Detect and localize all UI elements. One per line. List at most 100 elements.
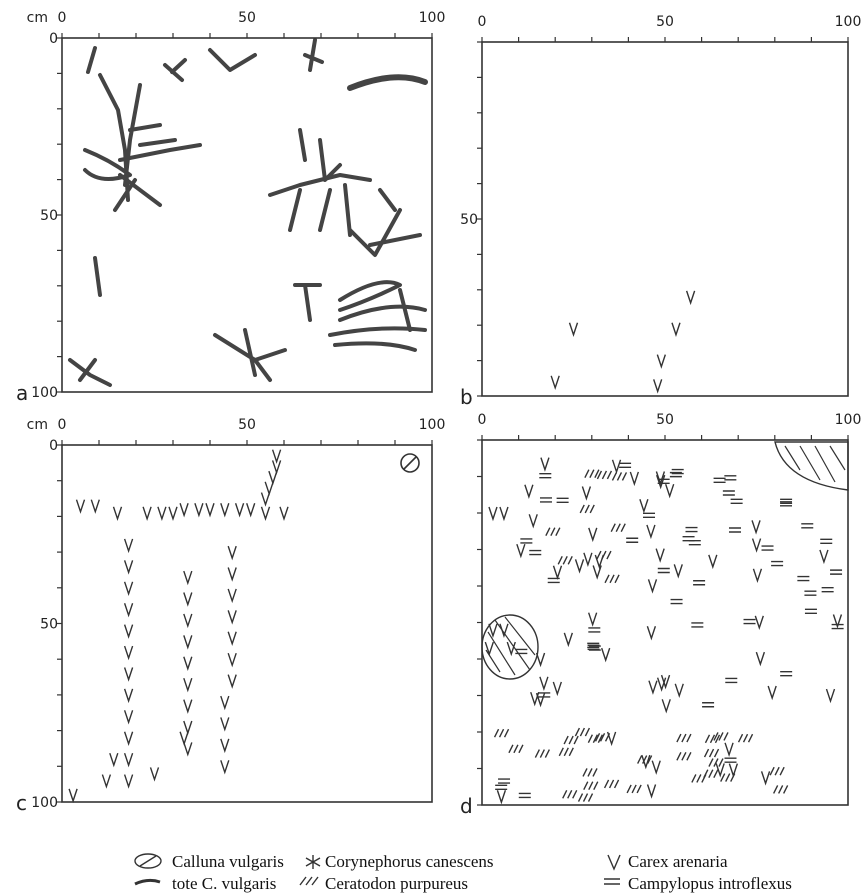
carex-symbol <box>123 624 134 639</box>
carex-symbol <box>268 470 278 486</box>
y-tick-label: 100 <box>31 795 58 811</box>
campylopus-symbol <box>587 642 600 649</box>
carex-symbol <box>665 483 675 499</box>
ceratodon-symbol <box>704 734 721 744</box>
campylopus-symbol <box>725 677 738 684</box>
carex-symbol <box>760 771 771 786</box>
panel-label: d <box>460 794 473 818</box>
campylopus-symbol <box>804 608 817 615</box>
carex-symbol <box>754 615 764 631</box>
carex-symbol <box>535 692 546 708</box>
ceratodon-symbol <box>610 523 626 532</box>
carex-symbol <box>655 548 665 563</box>
campylopus-symbol <box>693 580 706 586</box>
carex-symbol <box>587 612 598 627</box>
carex-symbol <box>123 538 134 554</box>
carex-symbol <box>183 699 193 714</box>
y-tick-label: 50 <box>40 617 58 633</box>
carex-symbol <box>611 459 622 475</box>
carex-symbol <box>653 379 663 394</box>
ceratodon-symbol <box>773 785 789 794</box>
carex-symbol <box>656 354 667 369</box>
campylopus-symbol <box>713 477 726 484</box>
carex-symbol <box>594 554 604 570</box>
carex-symbol <box>581 486 592 501</box>
carex-symbol <box>506 641 516 657</box>
carex-symbol <box>68 788 78 804</box>
x-tick-label: 0 <box>478 14 487 30</box>
carex-symbol <box>648 680 658 695</box>
carex-symbol <box>183 635 193 650</box>
carex-symbol <box>227 567 237 582</box>
y-tick-label: 0 <box>49 438 58 454</box>
carex-symbol <box>260 492 271 507</box>
ceratodon-symbol <box>713 732 729 741</box>
carex-symbol <box>535 652 546 668</box>
carex-symbol <box>819 549 829 565</box>
carex-symbol <box>90 499 100 514</box>
ceratodon-symbol <box>676 733 692 743</box>
campylopus-symbol <box>691 622 704 628</box>
carex-symbol <box>656 474 666 490</box>
carex-symbol <box>220 717 230 732</box>
carex-symbol <box>728 763 739 778</box>
carex-symbol <box>220 760 230 775</box>
carex-symbol <box>646 524 656 540</box>
campylopus-symbol <box>518 792 531 799</box>
campylopus-symbol <box>657 567 670 574</box>
carex-symbol <box>194 503 204 518</box>
carex-symbol <box>123 774 134 789</box>
carex-symbol <box>646 626 657 641</box>
carex-symbol <box>661 699 671 714</box>
carex-symbol <box>524 484 534 499</box>
y-tick-label: 0 <box>49 31 58 47</box>
ceratodon-symbol <box>577 793 594 802</box>
carex-symbol <box>123 688 134 704</box>
legend-label: Calluna vulgaris <box>172 852 284 871</box>
carex-symbol <box>516 543 526 559</box>
ceratodon-symbol <box>691 774 707 783</box>
carex-symbol <box>540 457 550 472</box>
ceratodon-symbol <box>563 735 579 745</box>
ceratodon-symbol <box>534 749 550 758</box>
carex-symbol <box>123 581 134 597</box>
carex-symbol <box>656 677 667 692</box>
carex-symbol <box>123 752 134 768</box>
campylopus-symbol <box>547 577 560 584</box>
carex-symbol <box>220 695 230 711</box>
legend-label: Campylopus introflexus <box>628 874 792 893</box>
x-tick-label: 100 <box>419 10 446 26</box>
legend-label: Ceratodon purpureus <box>325 874 468 893</box>
campylopus-symbol <box>820 538 833 544</box>
carex-symbol <box>75 499 86 514</box>
carex-symbol <box>641 754 651 770</box>
carex-symbol <box>583 552 593 568</box>
carex-symbol <box>234 503 245 518</box>
carex-symbol <box>671 322 681 337</box>
carex-symbol <box>123 645 134 661</box>
campylopus-symbol <box>702 702 715 708</box>
carex-symbol <box>496 790 507 805</box>
ceratodon-symbol <box>574 727 591 737</box>
ceratodon-symbol <box>562 790 578 799</box>
campylopus-symbol <box>730 498 743 505</box>
carex-symbol <box>227 610 237 625</box>
ceratodon-symbol <box>583 781 599 790</box>
unit-label: cm <box>27 417 48 433</box>
carex-symbol <box>142 506 152 522</box>
carex-symbol <box>183 570 193 586</box>
ceratodon-symbol <box>769 766 785 776</box>
carex-symbol <box>715 763 725 778</box>
campylopus-symbol <box>830 569 843 575</box>
campylopus-symbol <box>539 473 552 479</box>
carex-symbol <box>708 554 718 570</box>
campylopus-symbol <box>780 498 793 505</box>
carex-symbol <box>674 683 684 699</box>
carex-symbol <box>227 545 237 561</box>
carex-symbol <box>767 685 777 701</box>
ceratodon-symbol <box>703 769 719 778</box>
x-tick-label: 0 <box>478 412 487 428</box>
carex-symbol <box>183 592 193 607</box>
carex-symbol <box>588 527 598 543</box>
